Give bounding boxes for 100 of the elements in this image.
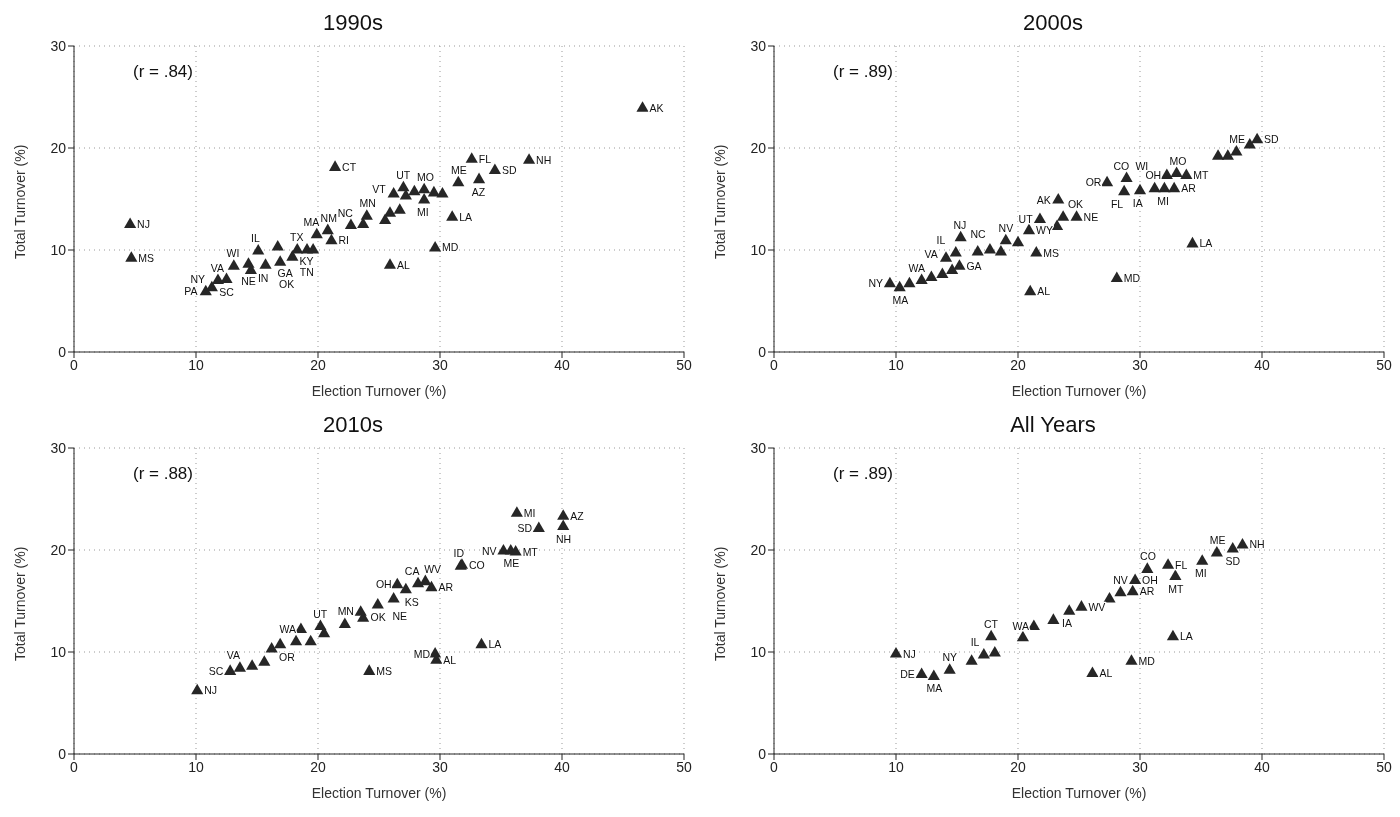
data-label: AR bbox=[1181, 182, 1197, 195]
point bbox=[1221, 149, 1234, 160]
x-tick-label: 10 bbox=[188, 356, 204, 373]
y-tick-label: 10 bbox=[750, 241, 767, 258]
point bbox=[1129, 573, 1142, 585]
point bbox=[1011, 235, 1025, 247]
x-axis-title: Election Turnover (%) bbox=[1011, 785, 1147, 801]
point bbox=[274, 637, 287, 649]
y-axis-title: Total Turnover (%) bbox=[711, 546, 728, 661]
data-label: NY bbox=[868, 277, 884, 290]
point bbox=[1086, 666, 1099, 677]
point bbox=[124, 217, 137, 229]
point bbox=[271, 239, 284, 251]
data-label: WY bbox=[1035, 224, 1053, 237]
point bbox=[557, 509, 570, 520]
data-label: MS bbox=[1043, 246, 1060, 259]
point bbox=[488, 163, 501, 174]
point bbox=[354, 605, 367, 616]
data-label: AZ bbox=[570, 509, 585, 522]
point bbox=[510, 506, 523, 517]
point bbox=[889, 647, 903, 658]
point bbox=[1148, 181, 1161, 193]
point bbox=[291, 242, 304, 254]
data-label: MN bbox=[359, 197, 376, 210]
data-label: WA bbox=[1012, 620, 1029, 632]
x-tick-label: 40 bbox=[554, 356, 570, 373]
data-label: IL bbox=[970, 636, 980, 649]
point bbox=[1024, 284, 1037, 296]
point bbox=[915, 273, 928, 285]
point bbox=[925, 270, 938, 282]
data-label: MI bbox=[1195, 567, 1207, 580]
y-axis-title: Total Turnover (%) bbox=[11, 144, 28, 259]
y-tick-label: 20 bbox=[750, 541, 767, 558]
x-tick-label: 50 bbox=[676, 356, 692, 373]
chart-title: 1990s bbox=[322, 9, 384, 37]
data-label: MD bbox=[1123, 272, 1141, 285]
x-axis-title: Election Turnover (%) bbox=[311, 383, 447, 399]
point bbox=[1110, 271, 1123, 283]
point bbox=[1133, 183, 1147, 195]
point bbox=[985, 629, 998, 641]
point bbox=[883, 276, 896, 288]
data-label: CA bbox=[404, 564, 420, 577]
x-tick-label: 10 bbox=[188, 758, 204, 775]
point bbox=[233, 661, 246, 672]
data-label: NE bbox=[241, 275, 256, 288]
point bbox=[289, 634, 303, 646]
x-tick-label: 10 bbox=[888, 356, 904, 373]
point bbox=[1170, 166, 1183, 178]
point bbox=[999, 233, 1012, 245]
point bbox=[1141, 562, 1154, 573]
point bbox=[988, 646, 1001, 657]
data-label: NV bbox=[482, 544, 497, 557]
x-tick-label: 20 bbox=[1010, 356, 1026, 373]
y-tick-label: 0 bbox=[58, 745, 67, 762]
point bbox=[636, 101, 649, 112]
data-label: AK bbox=[1036, 193, 1051, 206]
data-label: UT bbox=[1018, 212, 1034, 225]
point bbox=[1212, 149, 1225, 160]
data-label: MT bbox=[522, 545, 539, 558]
point bbox=[1063, 604, 1076, 615]
data-label: DE bbox=[900, 667, 915, 680]
data-label: RI bbox=[338, 234, 349, 247]
annotation: (r = .89) bbox=[833, 62, 893, 82]
point bbox=[371, 598, 384, 609]
point bbox=[387, 186, 400, 198]
point bbox=[1161, 558, 1175, 569]
data-label: IA bbox=[1062, 617, 1072, 630]
data-label: NH bbox=[556, 532, 572, 545]
y-tick-label: 30 bbox=[50, 37, 67, 54]
y-tick-label: 20 bbox=[50, 541, 67, 558]
x-tick-label: 0 bbox=[70, 356, 79, 373]
point bbox=[1160, 168, 1173, 180]
point bbox=[983, 242, 997, 254]
data-label: MT bbox=[1193, 169, 1210, 182]
data-label: ID bbox=[453, 547, 465, 560]
data-label: NE bbox=[1083, 210, 1099, 223]
data-label: CO bbox=[1140, 550, 1156, 563]
point bbox=[465, 152, 478, 163]
data-label: LA bbox=[488, 638, 502, 651]
data-label: AR bbox=[1139, 585, 1155, 598]
annotation: (r = .84) bbox=[133, 62, 193, 82]
point bbox=[939, 251, 953, 262]
point bbox=[379, 213, 392, 224]
point bbox=[1052, 193, 1065, 204]
point bbox=[893, 280, 906, 292]
y-tick-label: 30 bbox=[750, 37, 767, 54]
point bbox=[418, 193, 431, 204]
point bbox=[509, 545, 522, 556]
point bbox=[1047, 613, 1060, 624]
point bbox=[329, 160, 342, 171]
y-tick-label: 20 bbox=[750, 139, 767, 156]
data-label: MN bbox=[337, 605, 354, 618]
data-label: SD bbox=[501, 163, 517, 176]
x-tick-label: 0 bbox=[770, 356, 779, 373]
x-tick-label: 40 bbox=[554, 758, 570, 775]
x-tick-label: 30 bbox=[1132, 758, 1148, 775]
x-tick-label: 20 bbox=[310, 356, 326, 373]
data-label: OK bbox=[1067, 198, 1084, 211]
y-tick-label: 30 bbox=[50, 439, 67, 456]
point bbox=[411, 576, 425, 588]
